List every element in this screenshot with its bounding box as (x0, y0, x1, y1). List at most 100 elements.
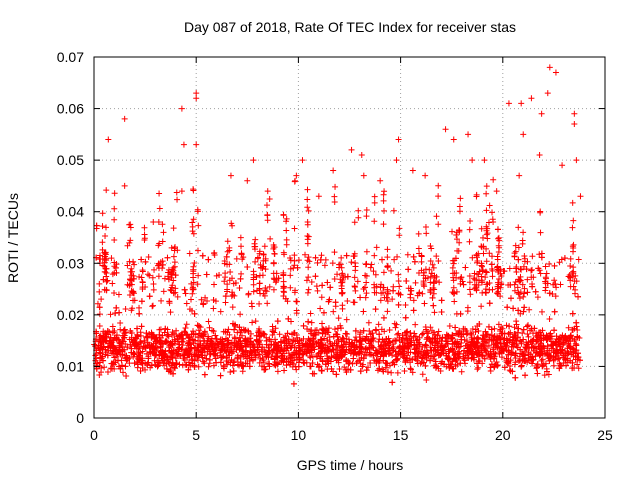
data-point (429, 294, 436, 301)
data-point (92, 352, 99, 359)
data-point (548, 345, 555, 352)
data-point (463, 338, 470, 345)
data-point (419, 371, 426, 378)
data-point (363, 367, 370, 374)
data-point (427, 258, 434, 265)
data-point (377, 177, 384, 184)
data-point (539, 356, 546, 363)
data-point (457, 360, 464, 367)
data-point (168, 362, 175, 369)
data-point (194, 208, 201, 215)
data-point (384, 263, 391, 270)
data-point (102, 232, 109, 239)
data-point (168, 271, 175, 278)
data-point (382, 341, 389, 348)
data-point (177, 352, 184, 359)
data-point (539, 363, 546, 370)
data-point (516, 276, 523, 283)
data-point (330, 167, 337, 174)
data-point (217, 359, 224, 366)
data-point (380, 221, 387, 228)
data-point (285, 358, 292, 365)
data-point (564, 355, 571, 362)
data-point (115, 291, 122, 298)
data-point (495, 235, 502, 242)
data-point (305, 286, 312, 293)
data-point (242, 327, 249, 334)
data-point (505, 347, 512, 354)
data-point (564, 345, 571, 352)
data-point (471, 335, 478, 342)
data-point (356, 348, 363, 355)
data-point (528, 353, 535, 360)
data-point (113, 269, 120, 276)
data-point (331, 193, 338, 200)
data-point (518, 266, 525, 273)
data-point (573, 157, 580, 164)
data-point (319, 358, 326, 365)
data-point (537, 209, 544, 216)
data-point (373, 244, 380, 251)
data-point (130, 272, 137, 279)
data-point (502, 343, 509, 350)
data-point (185, 359, 192, 366)
data-point (569, 327, 576, 334)
data-point (552, 293, 559, 300)
data-point (561, 255, 568, 262)
data-point (226, 352, 233, 359)
data-point (338, 354, 345, 361)
data-point (394, 355, 401, 362)
data-point (247, 330, 254, 337)
data-point (331, 199, 338, 206)
data-point (100, 276, 107, 283)
data-point (330, 347, 337, 353)
data-point (514, 344, 521, 351)
data-point (103, 278, 110, 285)
data-point (217, 372, 224, 379)
data-point (428, 353, 435, 360)
data-point (415, 245, 422, 252)
data-point (557, 281, 564, 288)
data-point (442, 335, 449, 342)
data-point (381, 207, 388, 214)
data-point (239, 368, 246, 375)
data-point (466, 279, 473, 286)
data-point (305, 264, 312, 271)
data-point (569, 273, 576, 280)
data-point (269, 323, 276, 330)
data-point (205, 256, 212, 263)
data-point (515, 358, 522, 365)
data-point (96, 280, 103, 287)
data-point (157, 326, 164, 333)
data-point (237, 342, 244, 349)
data-point (190, 268, 197, 275)
data-point (141, 224, 148, 231)
data-point (435, 328, 442, 335)
data-point (570, 349, 577, 356)
data-point (423, 377, 430, 384)
data-point (311, 370, 318, 377)
data-point (264, 217, 271, 224)
data-point (457, 310, 464, 317)
data-point (390, 283, 397, 290)
data-point (281, 337, 288, 344)
data-point (270, 260, 277, 267)
data-point (200, 338, 207, 345)
data-point (375, 338, 382, 345)
data-point (281, 289, 288, 296)
data-point (428, 347, 435, 354)
data-point (353, 359, 360, 366)
data-point (237, 234, 244, 241)
data-point (367, 331, 374, 338)
data-point (378, 281, 385, 288)
data-point (295, 363, 302, 370)
data-point (429, 261, 436, 268)
data-point (478, 273, 485, 280)
data-points (91, 64, 584, 387)
data-point (378, 256, 385, 263)
data-point (213, 335, 220, 342)
data-point (396, 283, 403, 290)
data-point (304, 196, 311, 203)
data-point (176, 341, 183, 348)
data-point (141, 337, 148, 344)
